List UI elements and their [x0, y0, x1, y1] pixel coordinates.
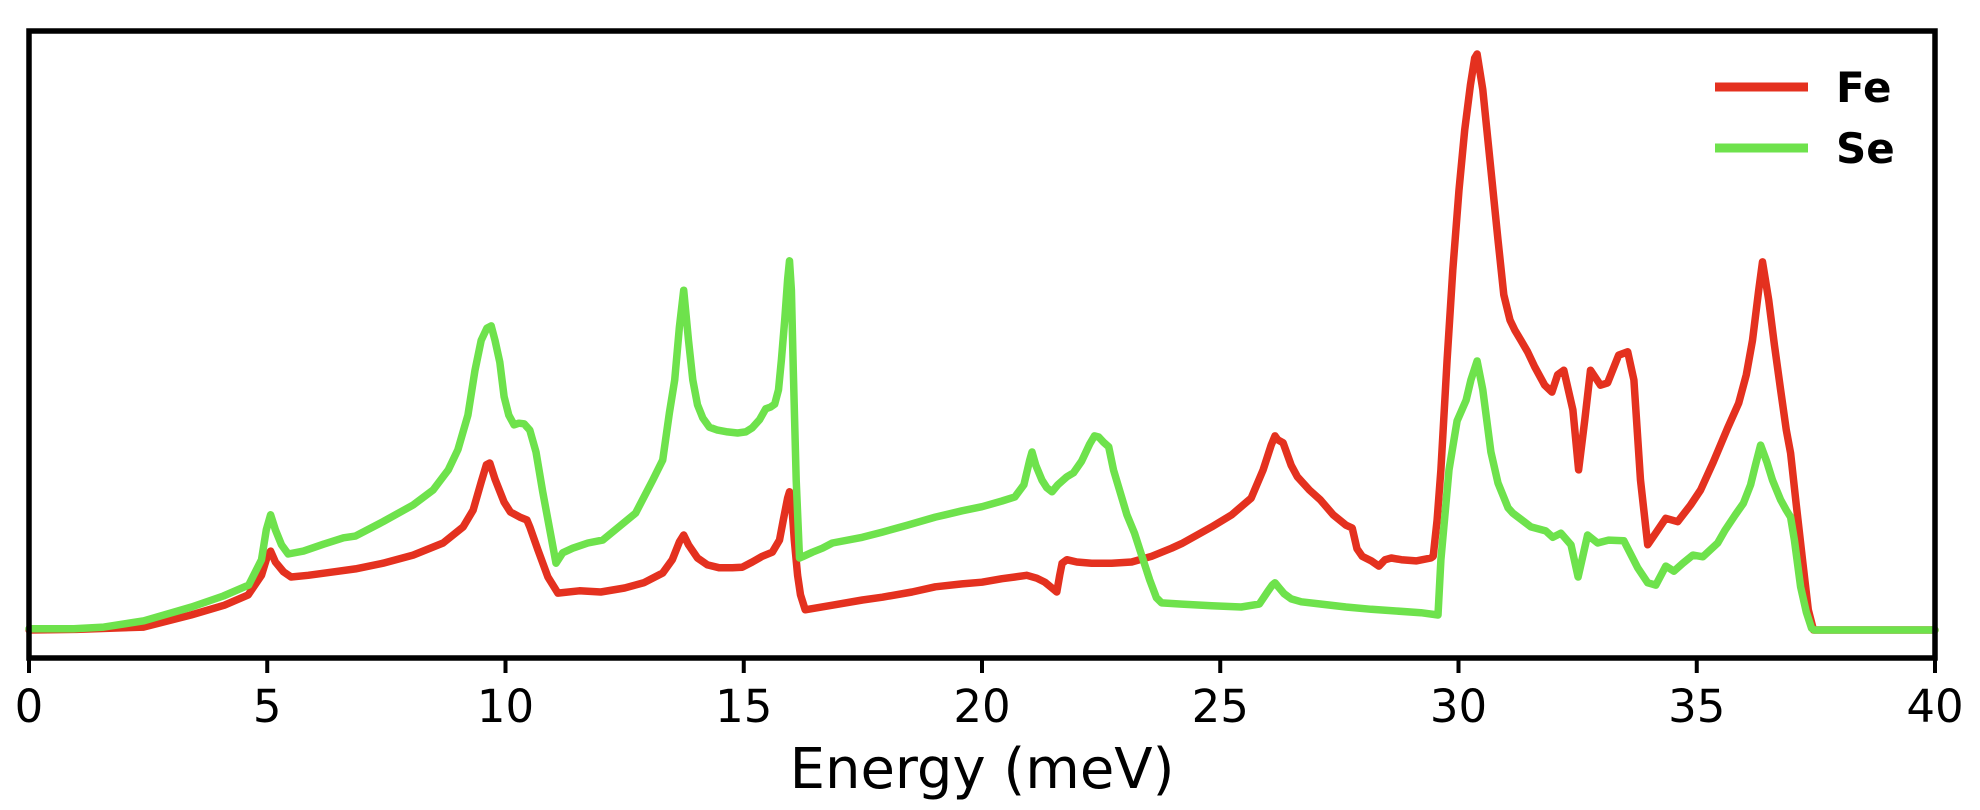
legend-label-fe: Fe	[1836, 63, 1891, 112]
curve-se	[25, 257, 1939, 634]
x-axis-ticks	[27, 658, 1937, 673]
x-axis-tick-labels: 0 5 10 15 20 25 30 35 40	[15, 680, 1964, 733]
curve-fe	[25, 50, 1939, 634]
x-tick-label: 20	[953, 680, 1010, 733]
x-tick-label: 35	[1668, 680, 1725, 733]
x-tick-label: 30	[1430, 680, 1487, 733]
x-tick-label: 5	[253, 680, 282, 733]
legend-label-se: Se	[1836, 124, 1895, 173]
x-tick-label: 15	[715, 680, 772, 733]
x-tick-label: 25	[1192, 680, 1249, 733]
legend: Fe Se	[1715, 63, 1895, 173]
x-axis-label: Energy (meV)	[790, 737, 1175, 802]
x-tick-label: 40	[1906, 680, 1963, 733]
x-tick-label: 0	[15, 680, 44, 733]
curves	[25, 50, 1939, 634]
plot-frame	[26, 28, 1938, 661]
x-tick-label: 10	[477, 680, 534, 733]
